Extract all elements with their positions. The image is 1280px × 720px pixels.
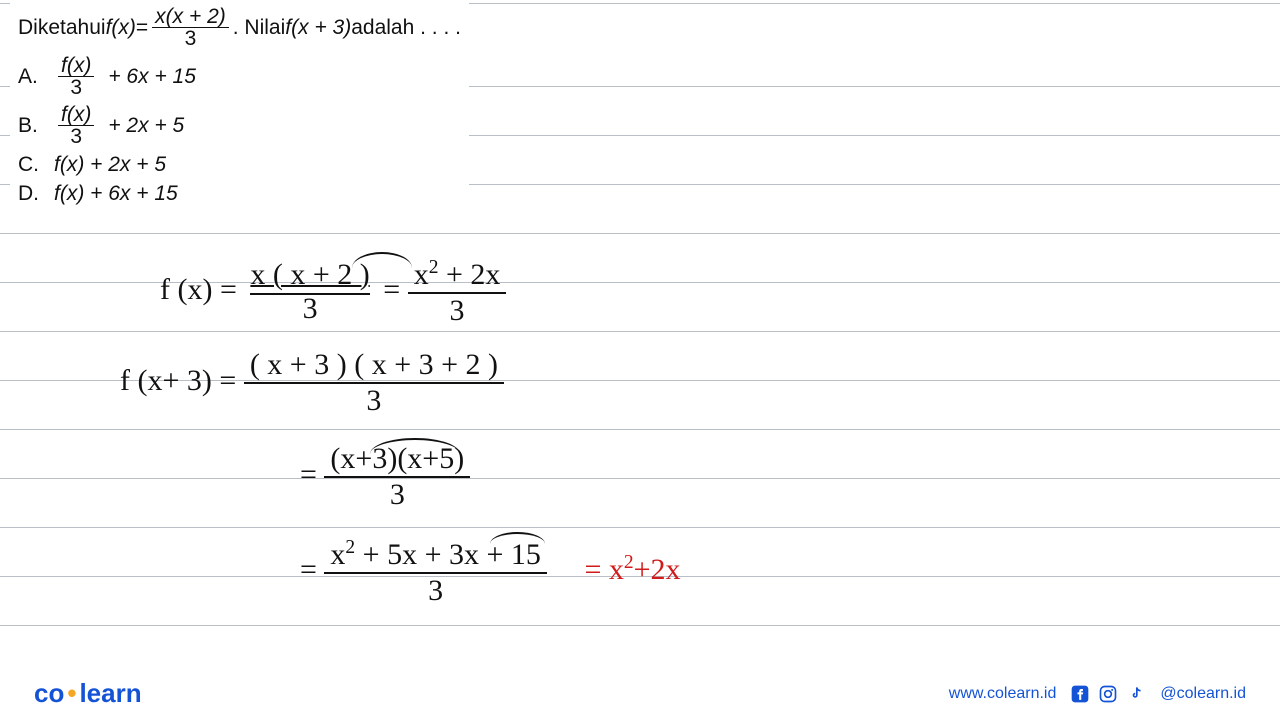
option-b-rest: + 2x + 5 bbox=[108, 114, 184, 137]
work-line-2: f (x+ 3) = ( x + 3 ) ( x + 3 + 2 ) 3 bbox=[120, 350, 504, 416]
q-tail: adalah . . . . bbox=[351, 16, 461, 39]
brand-logo: co • learn bbox=[34, 678, 142, 709]
l1-frac1: x ( x + 2 ) 3 bbox=[244, 260, 375, 324]
l1-mid: = bbox=[383, 273, 407, 306]
footer-handle: @colearn.id bbox=[1160, 685, 1246, 703]
l1-f2-num: x2 + 2x bbox=[408, 258, 507, 294]
q-fx3: f(x + 3) bbox=[285, 16, 351, 39]
instagram-icon bbox=[1098, 684, 1118, 704]
option-a-num: f(x) bbox=[58, 55, 94, 77]
l1-lhs: f (x) = bbox=[160, 273, 244, 306]
tiktok-icon bbox=[1126, 684, 1146, 704]
l4-den: 3 bbox=[422, 574, 449, 606]
option-c: C. f(x) + 2x + 5 bbox=[18, 153, 461, 176]
l1-f1-num: x ( x + 2 ) bbox=[250, 258, 369, 295]
option-d: D. f(x) + 6x + 15 bbox=[18, 182, 461, 205]
l2-num: ( x + 3 ) ( x + 3 + 2 ) bbox=[244, 350, 504, 384]
l4-mid: = bbox=[584, 553, 608, 586]
footer-right: www.colearn.id @colearn.id bbox=[949, 684, 1246, 704]
logo-learn: learn bbox=[79, 678, 141, 709]
l1-frac2: x2 + 2x 3 bbox=[408, 258, 507, 326]
footer-url: www.colearn.id bbox=[949, 685, 1057, 703]
l4-frac: x2 + 5x + 3x + 15 3 bbox=[324, 538, 547, 606]
option-b-letter: B. bbox=[18, 114, 44, 137]
l1-f2-den: 3 bbox=[444, 294, 471, 326]
l3-den: 3 bbox=[384, 478, 411, 510]
l3-eq: = bbox=[300, 458, 324, 491]
footer: co • learn www.colearn.id @colearn.id bbox=[0, 666, 1280, 720]
q-eq: = bbox=[136, 16, 148, 39]
work-line-4: = x2 + 5x + 3x + 15 3 = x2+2x bbox=[300, 538, 681, 606]
option-b-frac: f(x) 3 bbox=[58, 104, 94, 147]
question-block: Diketahui f(x) = x(x + 2) 3 . Nilai f(x … bbox=[10, 0, 469, 211]
question-stem: Diketahui f(x) = x(x + 2) 3 . Nilai f(x … bbox=[18, 6, 461, 49]
option-b-den: 3 bbox=[67, 126, 85, 147]
q-fx: f(x) bbox=[106, 16, 136, 39]
logo-co: co bbox=[34, 678, 64, 709]
work-line-1: f (x) = x ( x + 2 ) 3 = x2 + 2x 3 bbox=[160, 258, 506, 326]
l2-lhs: f (x+ 3) = bbox=[120, 364, 244, 397]
l1-f1-num-wrap: x ( x + 2 ) bbox=[244, 260, 375, 292]
logo-dot-icon: • bbox=[66, 678, 77, 709]
option-a-rest: + 6x + 15 bbox=[108, 65, 196, 88]
option-a-den: 3 bbox=[67, 77, 85, 98]
option-c-letter: C. bbox=[18, 153, 44, 176]
q-suffix: . Nilai bbox=[233, 16, 286, 39]
q-frac-den: 3 bbox=[182, 28, 200, 49]
option-a-letter: A. bbox=[18, 65, 44, 88]
l3-frac: (x+3)(x+5) 3 bbox=[324, 444, 470, 510]
option-d-letter: D. bbox=[18, 182, 44, 205]
q-fraction: x(x + 2) 3 bbox=[152, 6, 229, 49]
l4-right: x2+2x bbox=[609, 553, 681, 586]
option-b: B. f(x) 3 + 2x + 5 bbox=[18, 104, 461, 147]
q-prefix: Diketahui bbox=[18, 16, 106, 39]
facebook-icon bbox=[1070, 684, 1090, 704]
l2-frac: ( x + 3 ) ( x + 3 + 2 ) 3 bbox=[244, 350, 504, 416]
option-b-num: f(x) bbox=[58, 104, 94, 126]
option-c-text: f(x) + 2x + 5 bbox=[54, 153, 166, 176]
option-a-frac: f(x) 3 bbox=[58, 55, 94, 98]
q-frac-num: x(x + 2) bbox=[152, 6, 229, 28]
l4-eq: = bbox=[300, 553, 324, 586]
option-d-text: f(x) + 6x + 15 bbox=[54, 182, 178, 205]
l3-num: (x+3)(x+5) bbox=[324, 444, 470, 478]
social-icons bbox=[1070, 684, 1146, 704]
work-line-3: = (x+3)(x+5) 3 bbox=[300, 444, 470, 510]
l4-num: x2 + 5x + 3x + 15 bbox=[324, 538, 547, 574]
option-a: A. f(x) 3 + 6x + 15 bbox=[18, 55, 461, 98]
l2-den: 3 bbox=[360, 384, 387, 416]
l1-f1-den: 3 bbox=[297, 292, 324, 324]
